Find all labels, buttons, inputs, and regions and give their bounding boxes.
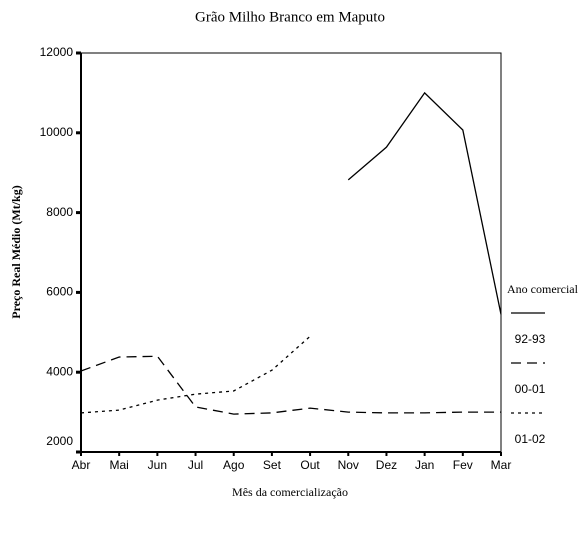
x-tick-label: Nov — [338, 458, 359, 472]
plot-frame — [80, 52, 502, 453]
legend-label: 00-01 — [515, 382, 546, 396]
series-line — [80, 335, 311, 414]
y-tick-label: 4000 — [46, 364, 73, 378]
x-tick-label: Mar — [491, 458, 512, 472]
y-tick-label: 10000 — [40, 125, 74, 139]
x-tick-label: Jan — [415, 458, 434, 472]
x-tick-label: Mai — [110, 458, 129, 472]
series-line — [80, 355, 501, 415]
y-tick-label: 12000 — [40, 45, 74, 59]
y-tick-label: 8000 — [46, 205, 73, 219]
y-axis-label: Preço Real Médio (Mt/kg) — [9, 185, 23, 318]
x-tick-label: Jun — [148, 458, 167, 472]
legend-title: Ano comercial — [507, 282, 579, 296]
x-tick-label: Set — [263, 458, 282, 472]
legend-label: 01-02 — [515, 432, 546, 446]
y-tick-label: 6000 — [46, 285, 73, 299]
x-tick-label: Ago — [223, 458, 245, 472]
series-line — [347, 91, 502, 315]
chart-title: Grão Milho Branco em Maputo — [195, 9, 385, 25]
x-tick-label: Jul — [188, 458, 203, 472]
x-tick-label: Out — [300, 458, 320, 472]
x-tick-label: Fev — [453, 458, 473, 472]
x-axis-label: Mês da comercialização — [232, 485, 348, 499]
x-tick-label: Dez — [376, 458, 397, 472]
legend-label: 92-93 — [515, 332, 546, 346]
x-tick-label: Abr — [72, 458, 91, 472]
y-tick-label: 2000 — [46, 434, 73, 448]
